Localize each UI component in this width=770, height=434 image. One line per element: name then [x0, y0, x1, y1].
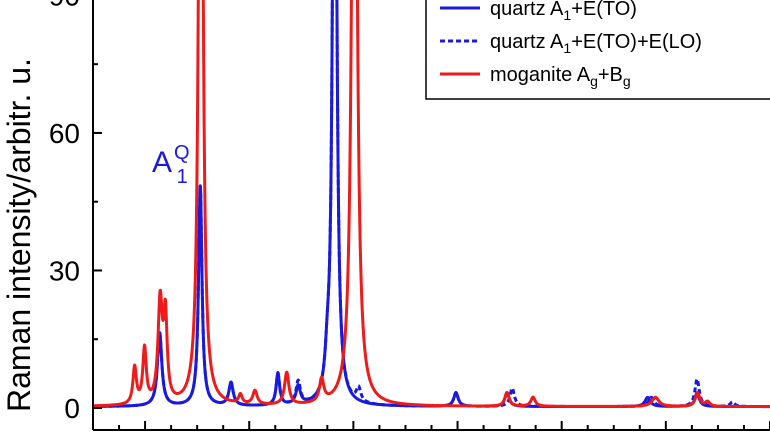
- annotation-superscript: Q: [174, 142, 190, 164]
- y-tick-label: 30: [49, 255, 80, 286]
- axes: [92, 0, 770, 431]
- annotation-main: A: [152, 146, 172, 179]
- y-axis-label: Raman intensity/arbitr. u.: [1, 58, 37, 412]
- y-tick-label: 90: [49, 0, 80, 11]
- y-tick-labels: 0 30 60 90: [49, 0, 80, 424]
- legend-entry: moganite Ag+Bg: [490, 64, 631, 89]
- series-line-3: [93, 0, 770, 409]
- legend-entry: quartz A1+E(TO): [490, 0, 637, 23]
- y-tick-label: 0: [64, 393, 80, 424]
- legend-entry: quartz A1+E(TO)+E(LO): [490, 31, 702, 56]
- spectrum-curves: [93, 0, 770, 409]
- annotation-subscript: 1: [177, 166, 188, 188]
- y-tick-label: 60: [49, 118, 80, 149]
- legend-box: [425, 0, 770, 100]
- legend: quartz A1+E(TO) quartz A1+E(TO)+E(LO) moga…: [425, 0, 770, 100]
